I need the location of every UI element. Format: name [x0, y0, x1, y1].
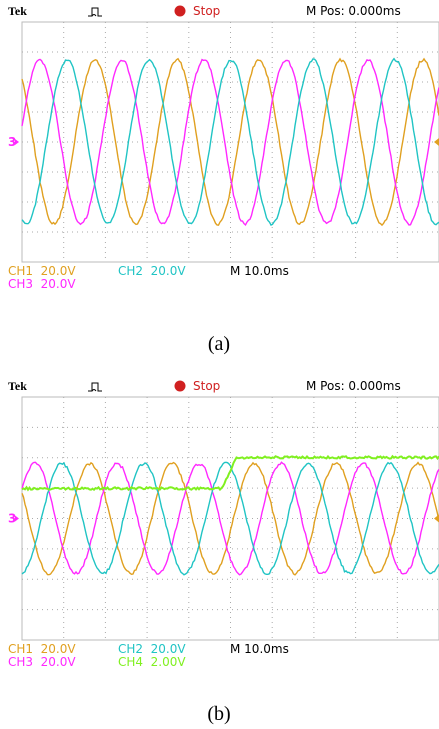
channel-scale: CH1 20.0V	[8, 642, 76, 656]
marker-arrow	[15, 516, 19, 522]
channel-scale: CH4 2.00V	[118, 655, 186, 669]
channel-scale: CH3 20.0V	[8, 655, 76, 669]
marker-arrow	[15, 139, 19, 145]
position: M Pos: 0.000ms	[306, 4, 401, 18]
trigger-icon	[88, 8, 102, 16]
channel-scale: CH2 20.0V	[118, 264, 186, 278]
stop-icon	[175, 6, 186, 17]
caption: (a)	[208, 333, 230, 355]
figure: TekStopM Pos: 0.000ms3CH1 20.0VCH2 20.0V…	[0, 0, 439, 729]
stop-icon	[175, 381, 186, 392]
brand: Tek	[8, 4, 27, 18]
position: M Pos: 0.000ms	[306, 379, 401, 393]
trigger-icon	[88, 383, 102, 391]
timebase: M 10.0ms	[230, 264, 289, 278]
status: Stop	[193, 379, 220, 393]
brand: Tek	[8, 379, 27, 393]
channel-scale: CH3 20.0V	[8, 277, 76, 291]
caption: (b)	[207, 703, 230, 725]
channel-scale: CH2 20.0V	[118, 642, 186, 656]
channel-scale: CH1 20.0V	[8, 264, 76, 278]
timebase: M 10.0ms	[230, 642, 289, 656]
screen	[22, 397, 439, 640]
status: Stop	[193, 4, 220, 18]
